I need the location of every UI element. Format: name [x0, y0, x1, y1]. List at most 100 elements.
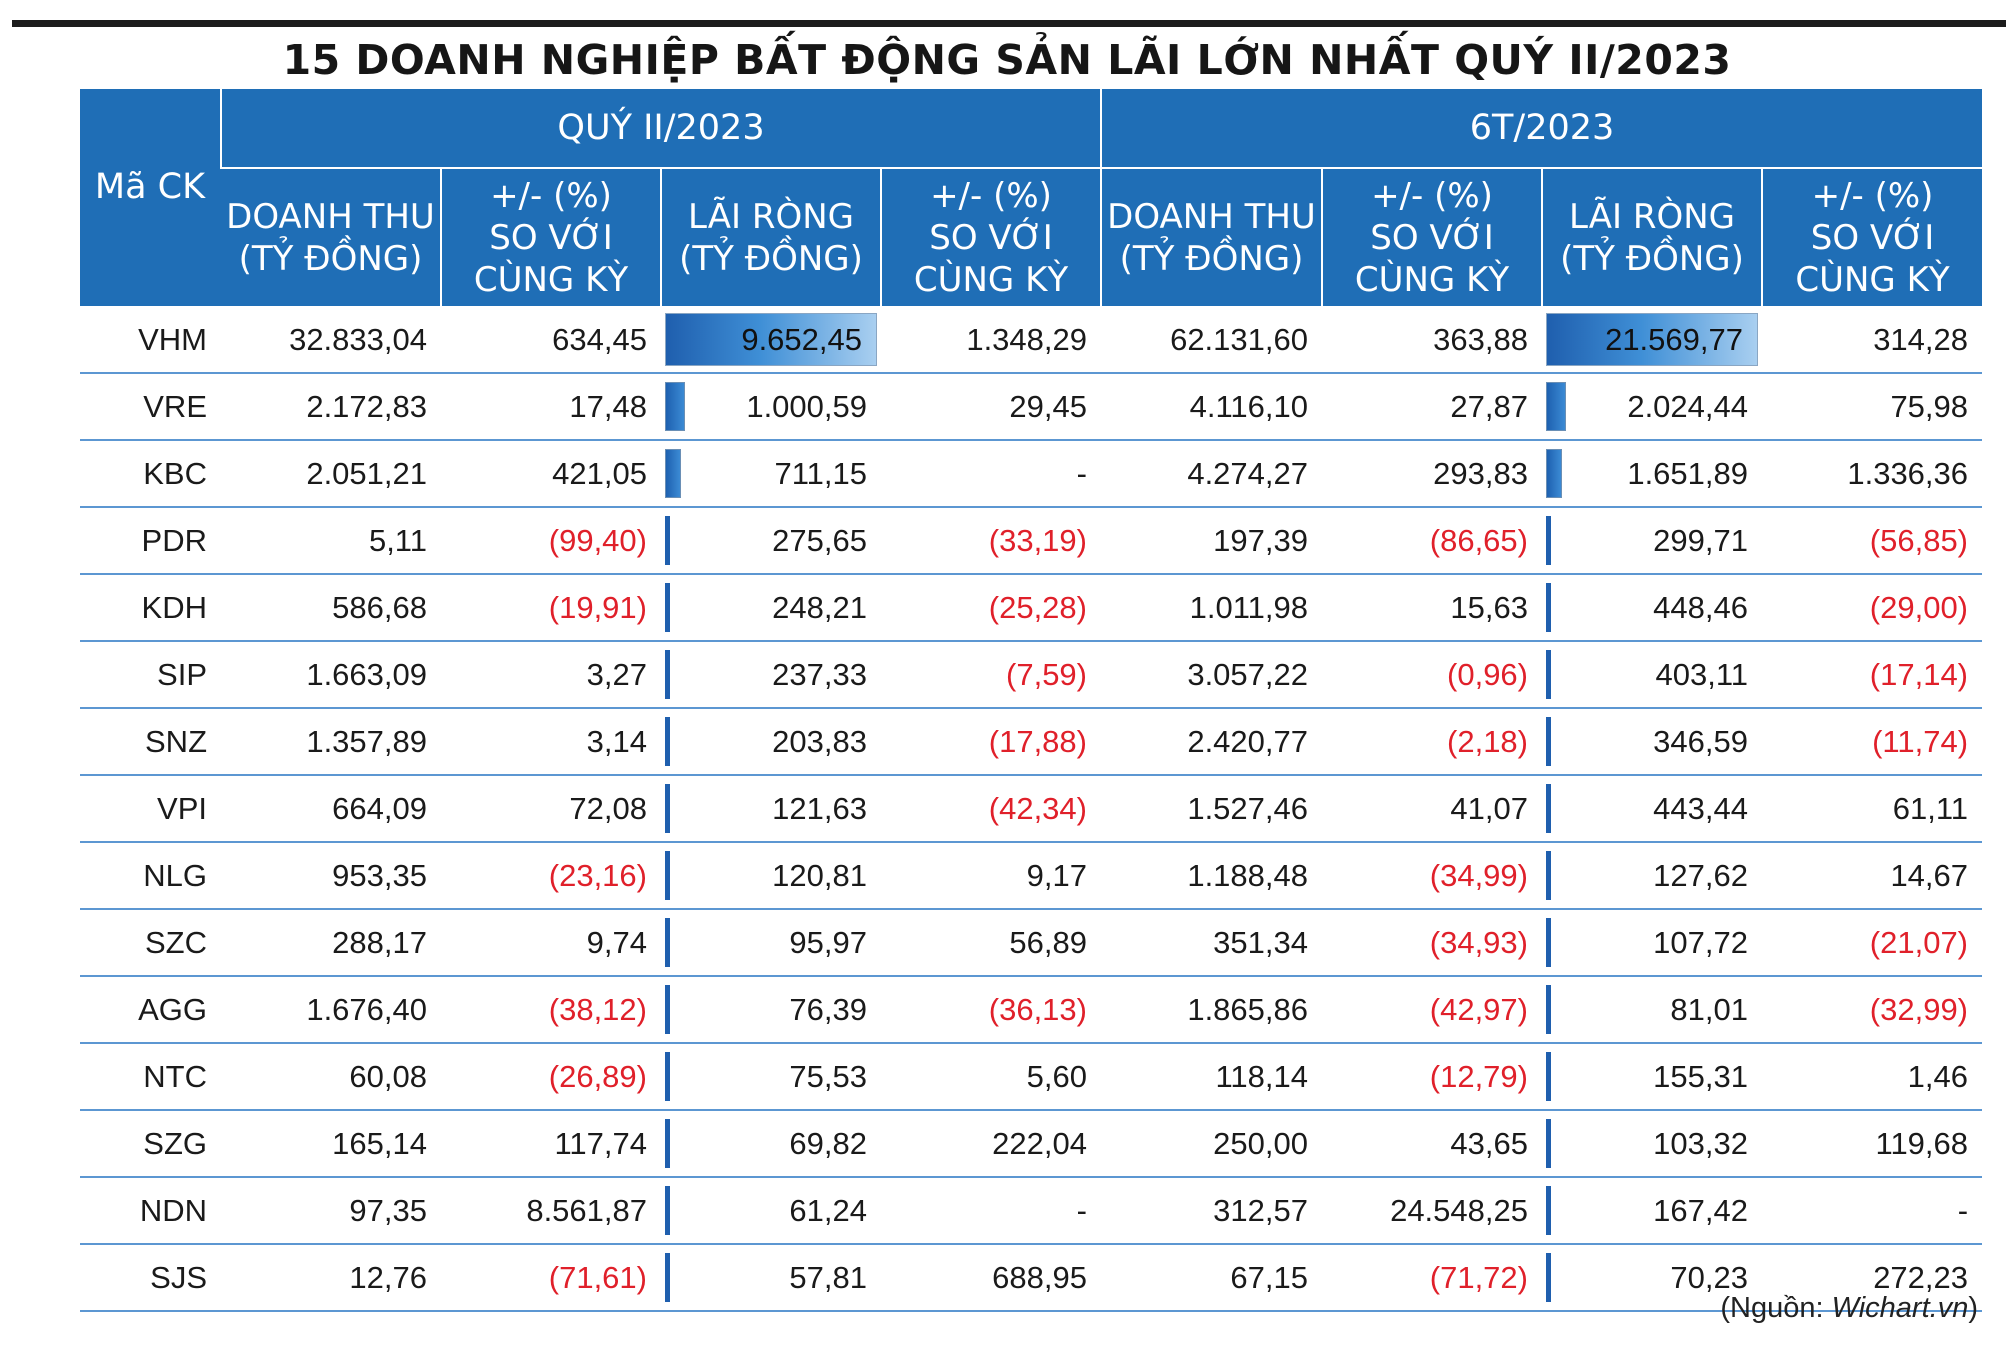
data-table: Mã CK QUÝ II/2023 6T/2023 DOANH THU (TỶ Đ…	[80, 89, 1983, 1312]
cell-revenue-change-q2: 9,74	[441, 909, 661, 977]
cell-revenue-change-q2: 3,27	[441, 641, 661, 709]
profit-bar	[665, 516, 670, 565]
col-header-code: Mã CK	[80, 89, 221, 308]
cell-ticker: NDN	[80, 1177, 221, 1245]
cell-revenue-change-6t: (86,65)	[1322, 507, 1542, 575]
cell-net-profit-q2: 248,21	[661, 574, 881, 642]
cell-profit-change-6t: 314,28	[1762, 307, 1983, 374]
cell-profit-change-6t: (56,85)	[1762, 507, 1983, 575]
cell-profit-change-6t: -	[1762, 1177, 1983, 1245]
col-header-profit-change-q2: +/- (%) SO VỚI CÙNG KỲ	[880, 168, 1101, 308]
cell-profit-change-6t: 61,11	[1762, 775, 1983, 843]
profit-bar	[665, 784, 670, 833]
cell-net-profit-q2: 121,63	[661, 775, 881, 843]
cell-revenue-6t: 312,57	[1101, 1177, 1322, 1245]
cell-ticker: SIP	[80, 641, 221, 709]
table-row: SIP 1.663,09 3,27 237,33 (7,59) 3.057,22 (0,96…	[80, 641, 1983, 709]
cell-revenue-q2: 32.833,04	[221, 307, 441, 374]
profit-bar: 21.569,77	[1546, 313, 1758, 366]
cell-profit-change-q2: -	[881, 1177, 1101, 1245]
cell-profit-change-q2: 29,45	[881, 373, 1101, 441]
cell-revenue-6t: 2.420,77	[1101, 708, 1322, 776]
cell-net-profit-q2: 75,53	[661, 1043, 881, 1111]
profit-bar	[1546, 918, 1551, 967]
cell-revenue-q2: 165,14	[221, 1110, 441, 1178]
cell-revenue-change-6t: 41,07	[1322, 775, 1542, 843]
cell-net-profit-q2: 711,15	[661, 440, 881, 508]
cell-net-profit-6t: 1.651,89	[1542, 440, 1762, 508]
cell-revenue-6t: 4.116,10	[1101, 373, 1322, 441]
cell-revenue-q2: 5,11	[221, 507, 441, 575]
cell-net-profit-6t: 107,72	[1542, 909, 1762, 977]
group-header-q2: QUÝ II/2023	[220, 89, 1101, 169]
col-header-profit-change-6t: +/- (%) SO VỚI CÙNG KỲ	[1760, 168, 1983, 308]
table-row: PDR 5,11 (99,40) 275,65 (33,19) 197,39 (86,65)…	[80, 507, 1983, 575]
cell-net-profit-6t: 81,01	[1542, 976, 1762, 1044]
cell-profit-change-6t: (11,74)	[1762, 708, 1983, 776]
cell-revenue-q2: 1.357,89	[221, 708, 441, 776]
cell-net-profit-q2: 76,39	[661, 976, 881, 1044]
cell-net-profit-6t: 103,32	[1542, 1110, 1762, 1178]
col-header-revenue-q2: DOANH THU (TỶ ĐỒNG)	[221, 168, 441, 308]
profit-bar	[1546, 1052, 1551, 1101]
cell-net-profit-6t: 403,11	[1542, 641, 1762, 709]
cell-profit-change-6t: 1,46	[1762, 1043, 1983, 1111]
cell-ticker: PDR	[80, 507, 221, 575]
cell-net-profit-q2: 57,81	[661, 1244, 881, 1312]
cell-profit-change-6t: 119,68	[1762, 1110, 1983, 1178]
cell-net-profit-6t: 443,44	[1542, 775, 1762, 843]
profit-bar	[665, 382, 685, 431]
table-row: AGG 1.676,40 (38,12) 76,39 (36,13) 1.865,86 (4…	[80, 976, 1983, 1044]
cell-revenue-6t: 118,14	[1101, 1043, 1322, 1111]
cell-revenue-6t: 4.274,27	[1101, 440, 1322, 508]
cell-revenue-change-q2: (19,91)	[441, 574, 661, 642]
table-row: SJS 12,76 (71,61) 57,81 688,95 67,15 (71,72) 70…	[80, 1244, 1983, 1312]
cell-revenue-change-6t: (42,97)	[1322, 976, 1542, 1044]
cell-ticker: KBC	[80, 440, 221, 508]
cell-revenue-change-6t: (12,79)	[1322, 1043, 1542, 1111]
col-header-revenue-6t: DOANH THU (TỶ ĐỒNG)	[1100, 168, 1322, 308]
profit-bar	[1546, 583, 1551, 632]
cell-ticker: SNZ	[80, 708, 221, 776]
cell-profit-change-6t: (21,07)	[1762, 909, 1983, 977]
profit-bar	[1546, 717, 1551, 766]
cell-ticker: KDH	[80, 574, 221, 642]
profit-bar	[1546, 382, 1566, 431]
cell-revenue-q2: 1.676,40	[221, 976, 441, 1044]
cell-revenue-q2: 953,35	[221, 842, 441, 910]
cell-revenue-change-6t: 363,88	[1322, 307, 1542, 374]
table-row: SZG 165,14 117,74 69,82 222,04 250,00 43,65 103…	[80, 1110, 1983, 1178]
cell-net-profit-6t: 70,23	[1542, 1244, 1762, 1312]
profit-bar	[665, 1186, 670, 1235]
cell-profit-change-6t: (29,00)	[1762, 574, 1983, 642]
table-row: NLG 953,35 (23,16) 120,81 9,17 1.188,48 (34,99…	[80, 842, 1983, 910]
cell-ticker: SZC	[80, 909, 221, 977]
cell-net-profit-q2: 95,97	[661, 909, 881, 977]
cell-ticker: VRE	[80, 373, 221, 441]
cell-net-profit-6t: 2.024,44	[1542, 373, 1762, 441]
cell-profit-change-6t: 75,98	[1762, 373, 1983, 441]
table-row: NDN 97,35 8.561,87 61,24-312,57 24.548,25 167…	[80, 1177, 1983, 1245]
profit-bar	[1546, 784, 1551, 833]
cell-revenue-change-q2: (26,89)	[441, 1043, 661, 1111]
col-header-revenue-change-6t: +/- (%) SO VỚI CÙNG KỲ	[1321, 168, 1542, 308]
profit-bar: 9.652,45	[665, 313, 877, 366]
cell-net-profit-6t: 21.569,77	[1542, 307, 1762, 374]
cell-profit-change-q2: 222,04	[881, 1110, 1101, 1178]
cell-profit-change-q2: (17,88)	[881, 708, 1101, 776]
source-note: (Nguồn: Wichart.vn)	[1720, 1292, 1978, 1324]
cell-profit-change-q2: (42,34)	[881, 775, 1101, 843]
col-header-net-profit-q2: LÃI RÒNG (TỶ ĐỒNG)	[660, 168, 881, 308]
cell-revenue-6t: 62.131,60	[1101, 307, 1322, 374]
cell-profit-change-6t: 1.336,36	[1762, 440, 1983, 508]
cell-net-profit-6t: 167,42	[1542, 1177, 1762, 1245]
cell-revenue-change-q2: 17,48	[441, 373, 661, 441]
cell-revenue-change-q2: (23,16)	[441, 842, 661, 910]
profit-bar	[665, 650, 670, 699]
cell-net-profit-q2: 69,82	[661, 1110, 881, 1178]
cell-net-profit-q2: 9.652,45	[661, 307, 881, 374]
cell-revenue-6t: 351,34	[1101, 909, 1322, 977]
cell-revenue-6t: 250,00	[1101, 1110, 1322, 1178]
cell-profit-change-q2: 1.348,29	[881, 307, 1101, 374]
col-header-net-profit-6t: LÃI RÒNG (TỶ ĐỒNG)	[1541, 168, 1762, 308]
